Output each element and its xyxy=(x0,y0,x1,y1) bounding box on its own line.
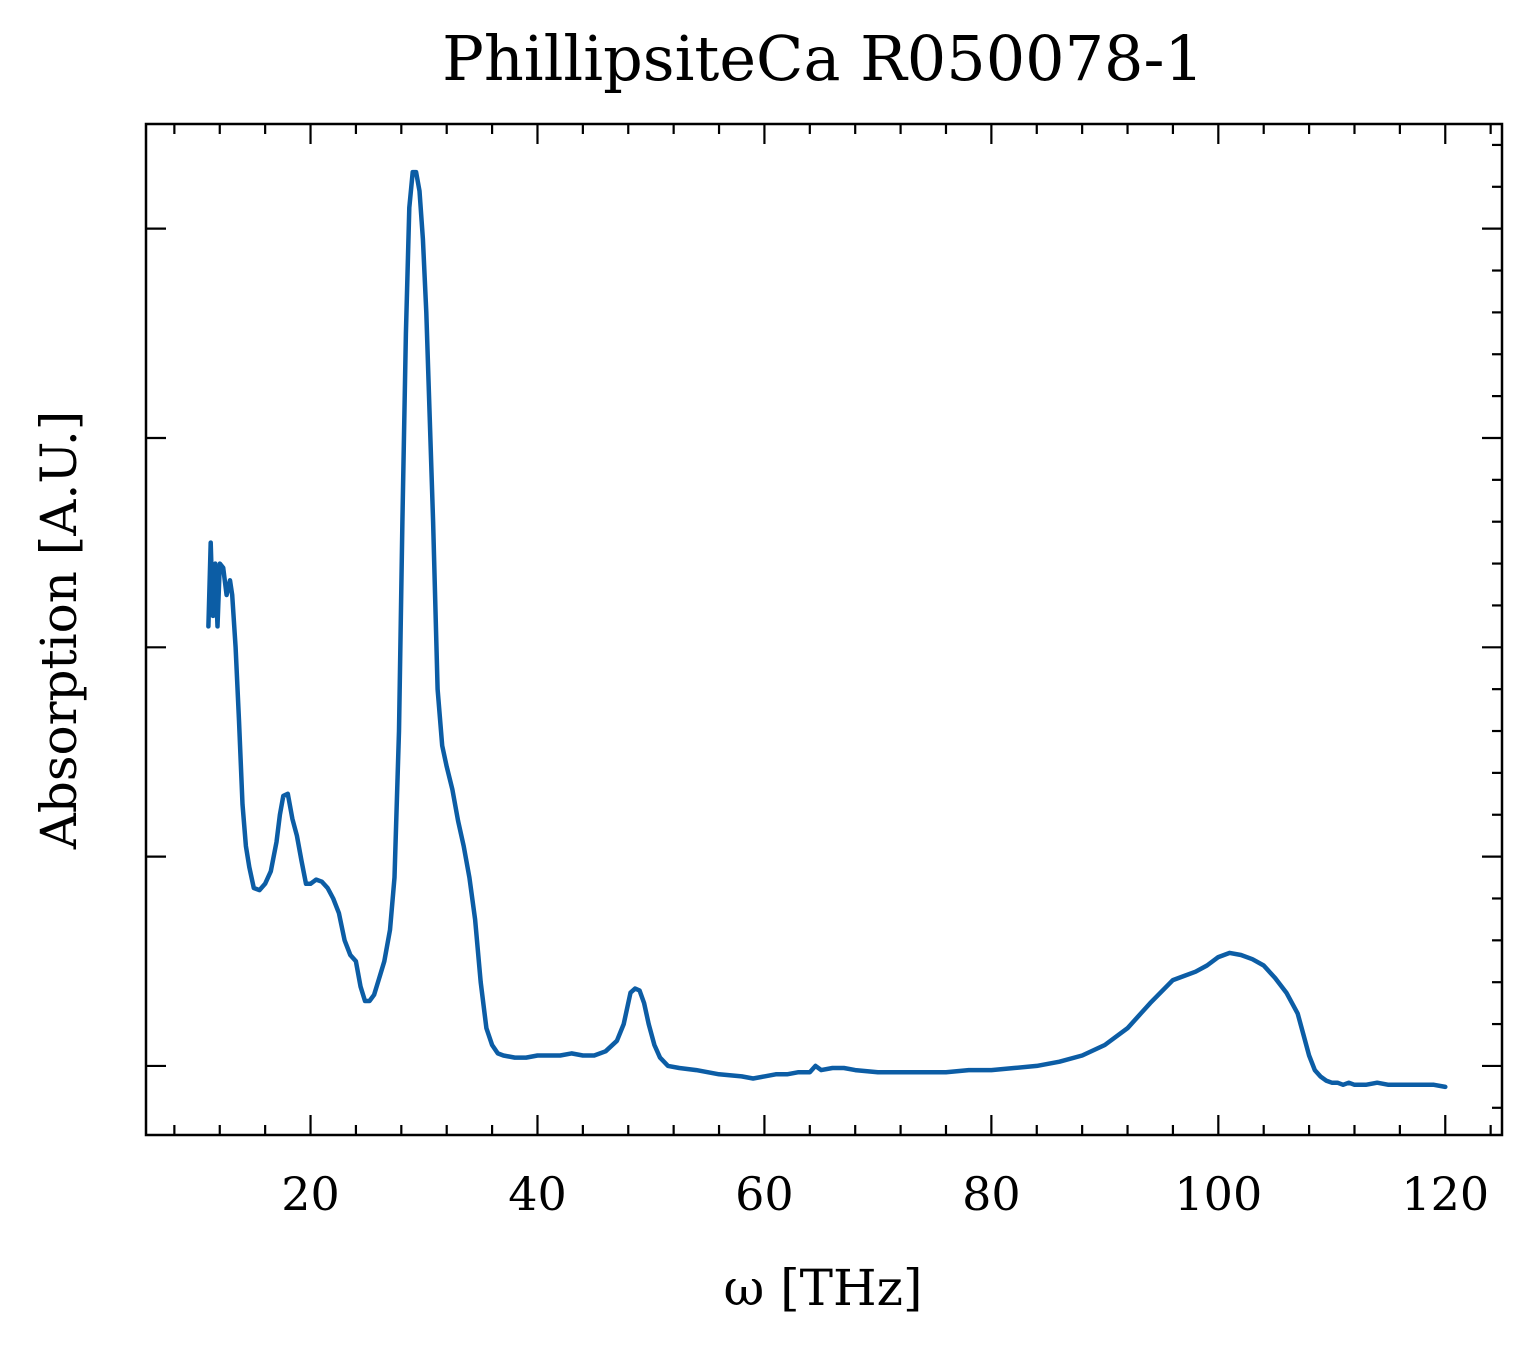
y-axis-label: Absorption [A.U.] xyxy=(30,411,88,851)
series-layer xyxy=(206,169,1448,1090)
x-tick-label: 120 xyxy=(1401,1167,1489,1221)
x-tick-label: 80 xyxy=(962,1167,1021,1221)
minor-ticks xyxy=(173,124,1502,1135)
major-ticks xyxy=(146,124,1502,1135)
x-tick-label: 100 xyxy=(1174,1167,1262,1221)
series-line xyxy=(206,169,1448,1090)
plot-frame xyxy=(144,122,1504,1137)
x-tick-labels: 20 40 60 80 100 120 xyxy=(281,1167,1489,1221)
chart-title: PhillipsiteCa R050078-1 xyxy=(442,22,1204,95)
x-axis-label: ω [THz] xyxy=(724,1259,923,1317)
x-tick-label: 40 xyxy=(508,1167,567,1221)
x-tick-label: 60 xyxy=(735,1167,794,1221)
x-tick-label: 20 xyxy=(281,1167,340,1221)
